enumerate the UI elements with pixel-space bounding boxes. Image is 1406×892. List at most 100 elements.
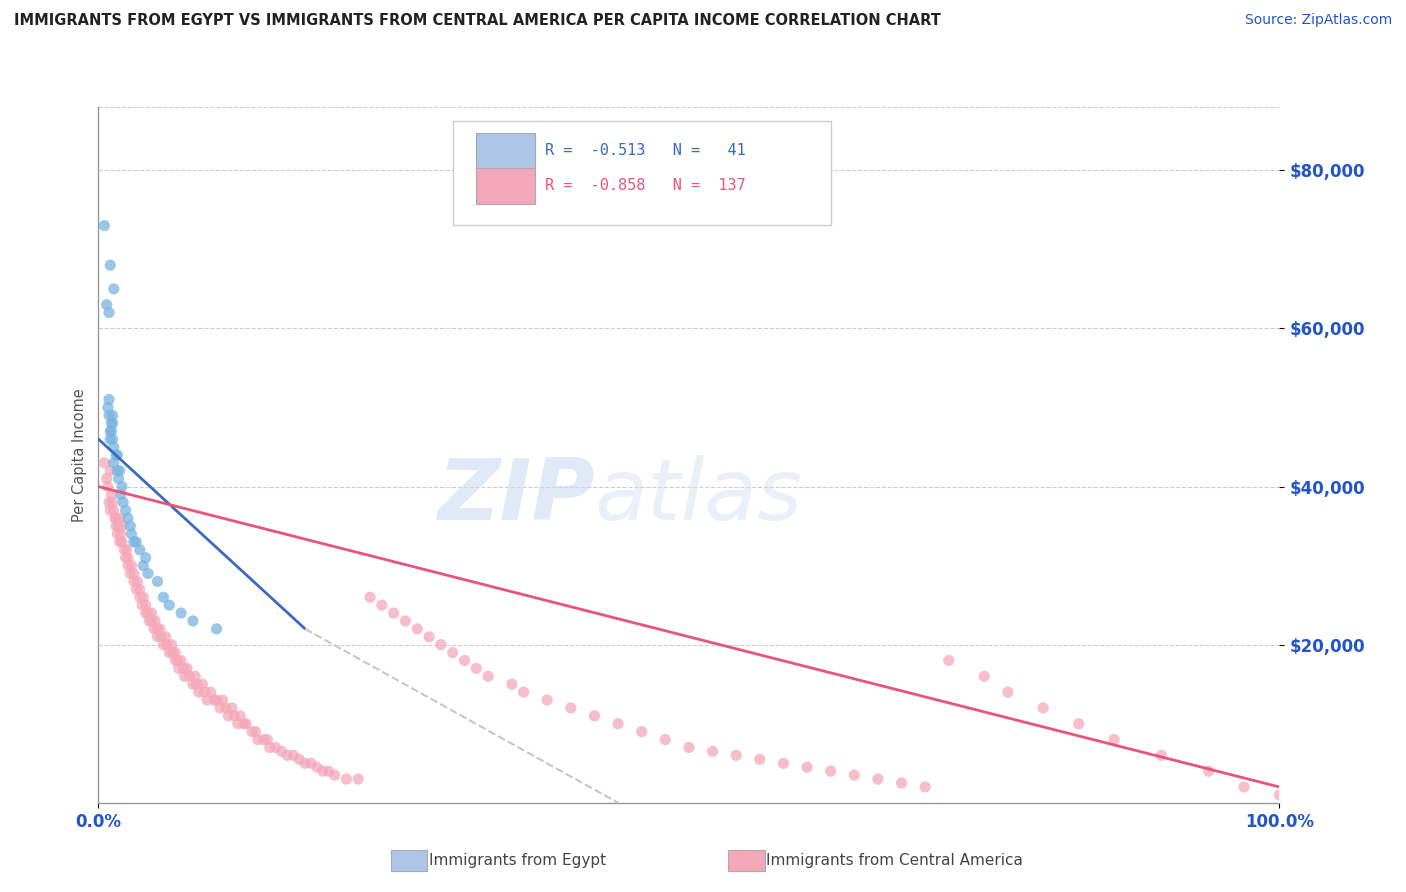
Point: [187, 685, 209, 699]
Point: [820, 764, 842, 779]
Point: [156, 638, 179, 652]
Point: [105, 519, 128, 533]
Point: [347, 772, 370, 786]
Point: [305, 760, 328, 774]
Point: [335, 772, 357, 786]
Point: [105, 511, 128, 525]
Point: [131, 598, 153, 612]
Point: [170, 653, 193, 667]
Point: [103, 440, 125, 454]
Point: [264, 740, 287, 755]
Point: [146, 630, 169, 644]
Text: IMMIGRANTS FROM EGYPT VS IMMIGRANTS FROM CENTRAL AMERICA PER CAPITA INCOME CORRE: IMMIGRANTS FROM EGYPT VS IMMIGRANTS FROM…: [14, 13, 941, 29]
Point: [176, 661, 198, 675]
Point: [107, 472, 129, 486]
Point: [173, 669, 195, 683]
Point: [128, 542, 150, 557]
Point: [312, 764, 335, 779]
Point: [120, 566, 142, 581]
Point: [136, 566, 159, 581]
Point: [323, 768, 346, 782]
Point: [224, 708, 246, 723]
Point: [112, 542, 135, 557]
Point: [453, 653, 475, 667]
Point: [121, 527, 143, 541]
Point: [152, 591, 174, 605]
Point: [108, 511, 131, 525]
Text: R =  -0.513   N =   41: R = -0.513 N = 41: [546, 144, 745, 159]
Point: [127, 574, 149, 589]
Point: [1268, 788, 1291, 802]
Point: [101, 409, 124, 423]
Point: [165, 646, 187, 660]
Point: [371, 598, 394, 612]
Point: [93, 219, 115, 233]
Point: [997, 685, 1019, 699]
Point: [110, 527, 132, 541]
Point: [283, 748, 305, 763]
Point: [245, 724, 267, 739]
Point: [105, 527, 128, 541]
Point: [382, 606, 405, 620]
FancyBboxPatch shape: [477, 134, 536, 169]
Point: [146, 574, 169, 589]
Point: [195, 693, 218, 707]
Point: [796, 760, 818, 774]
Point: [217, 708, 239, 723]
Point: [441, 646, 464, 660]
Point: [748, 752, 770, 766]
Point: [141, 614, 163, 628]
Point: [149, 622, 172, 636]
Point: [135, 550, 157, 565]
Text: R =  -0.858   N =  137: R = -0.858 N = 137: [546, 178, 745, 194]
Point: [122, 574, 145, 589]
Point: [138, 614, 160, 628]
Point: [111, 519, 134, 533]
Point: [186, 677, 208, 691]
Point: [117, 558, 139, 573]
Point: [108, 464, 131, 478]
Point: [232, 716, 254, 731]
Point: [607, 716, 630, 731]
Point: [100, 487, 122, 501]
Point: [181, 677, 204, 691]
Point: [143, 614, 166, 628]
Point: [654, 732, 676, 747]
Point: [205, 693, 228, 707]
Point: [211, 693, 233, 707]
Point: [246, 732, 269, 747]
Point: [418, 630, 440, 644]
Point: [465, 661, 488, 675]
Point: [394, 614, 416, 628]
Point: [103, 282, 125, 296]
Point: [100, 417, 122, 431]
Point: [117, 511, 139, 525]
Text: Immigrants from Central America: Immigrants from Central America: [766, 854, 1024, 868]
Point: [142, 622, 165, 636]
Point: [98, 495, 121, 509]
Point: [221, 701, 243, 715]
Point: [105, 464, 128, 478]
Y-axis label: Per Capita Income: Per Capita Income: [72, 388, 87, 522]
Point: [973, 669, 995, 683]
Point: [114, 550, 136, 565]
Point: [1150, 748, 1173, 763]
Point: [166, 653, 188, 667]
Point: [160, 638, 183, 652]
Point: [318, 764, 340, 779]
Point: [108, 535, 131, 549]
Point: [172, 661, 194, 675]
Point: [772, 756, 794, 771]
Point: [98, 432, 121, 446]
Point: [136, 606, 159, 620]
Point: [132, 591, 155, 605]
Point: [98, 503, 121, 517]
Point: [184, 669, 207, 683]
Point: [117, 550, 139, 565]
Point: [477, 669, 499, 683]
Point: [181, 614, 204, 628]
Point: [253, 732, 276, 747]
Point: [98, 258, 121, 272]
Point: [96, 472, 118, 486]
Point: [107, 519, 129, 533]
